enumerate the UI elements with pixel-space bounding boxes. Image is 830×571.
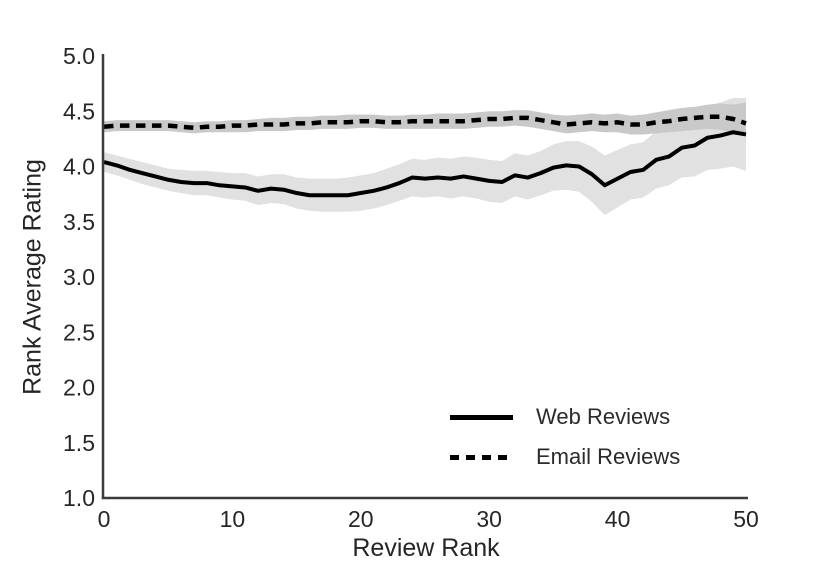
y-axis-title: Rank Average Rating	[18, 159, 47, 395]
y-tick-label: 5.0	[63, 43, 95, 69]
y-tick-label: 4.5	[63, 98, 95, 124]
solid-line-sample	[450, 414, 513, 420]
x-tick-label: 30	[476, 506, 502, 532]
series-line-dashed	[103, 114, 747, 131]
x-tick-label: 20	[348, 506, 374, 532]
y-tick-label: 4.0	[63, 154, 95, 180]
legend-item-web-reviews: Web Reviews	[450, 397, 680, 437]
y-tick-label: 3.5	[63, 209, 95, 235]
series-line-solid	[103, 130, 747, 198]
legend-label-web-reviews: Web Reviews	[536, 404, 671, 429]
y-tick-label: 2.5	[63, 319, 95, 345]
legend-label-email-reviews: Email Reviews	[536, 444, 681, 469]
y-tick-label: 1.0	[63, 485, 95, 511]
x-tick-label: 50	[733, 506, 759, 532]
confidence-band-solid	[104, 97, 746, 216]
x-axis-title: Review Rank	[352, 534, 500, 562]
y-tick-label: 3.0	[63, 264, 95, 290]
dashed-line-sample	[450, 454, 513, 460]
x-tick-label: 10	[220, 506, 246, 532]
x-tick-label: 40	[605, 506, 631, 532]
y-tick-label: 1.5	[63, 430, 95, 456]
legend-item-email-reviews: Email Reviews	[450, 437, 680, 477]
legend: Web Reviews Email Reviews	[450, 397, 680, 477]
y-tick-label: 2.0	[63, 375, 95, 401]
x-tick-label: 0	[98, 506, 111, 532]
